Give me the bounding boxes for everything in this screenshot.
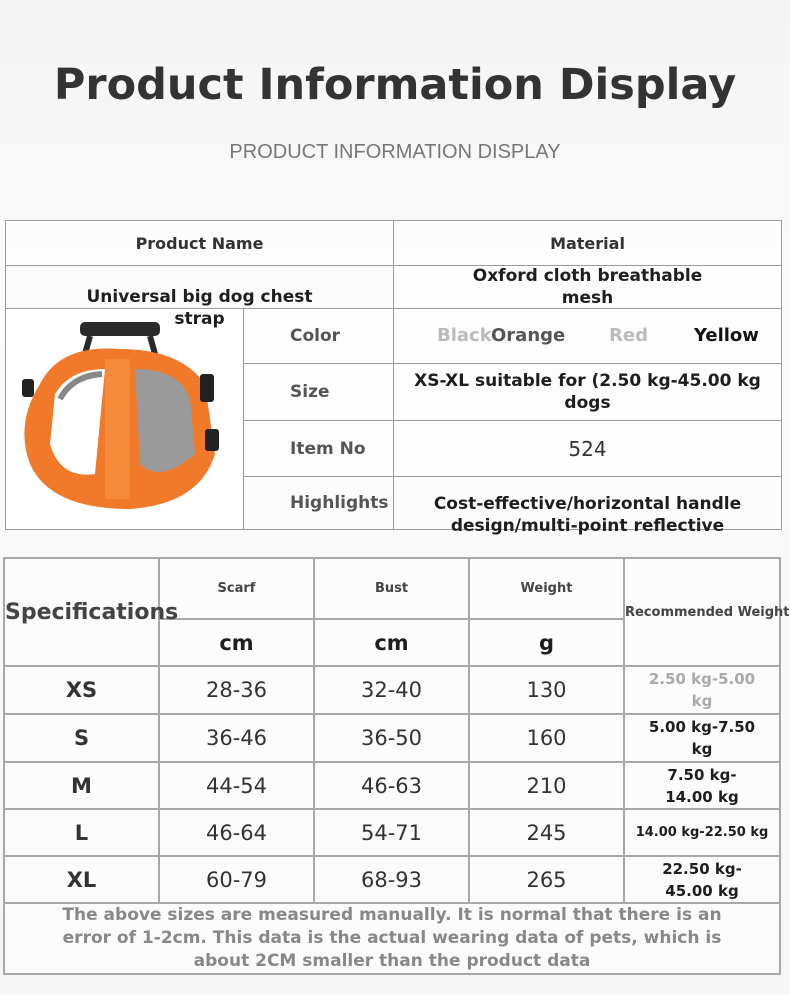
- spec-cell-weight: 245: [468, 808, 625, 857]
- spec-cell-weight: 265: [468, 855, 625, 904]
- spec-cell-bust: 46-63: [313, 761, 470, 810]
- spec-cell-size: L: [3, 808, 160, 857]
- weight-unit: g: [468, 618, 625, 667]
- spec-cell-scarf: 44-54: [158, 761, 315, 810]
- page-title: Product Information Display: [53, 60, 737, 110]
- weight-header: Weight: [468, 557, 625, 620]
- spec-cell-bust: 32-40: [313, 665, 470, 715]
- spec-cell-recommended: 22.50 kg-45.00 kg: [623, 855, 781, 904]
- size-value: XS-XL suitable for (2.50 kg-45.00 kg dog…: [393, 363, 782, 421]
- scarf-header: Scarf: [158, 557, 315, 620]
- spec-cell-scarf: 28-36: [158, 665, 315, 715]
- spec-cell-bust: 36-50: [313, 713, 470, 763]
- specifications-title: Specifications: [3, 557, 178, 667]
- color-option-black: Black: [437, 325, 492, 346]
- color-option-red: Red: [609, 325, 648, 346]
- spec-cell-size: S: [3, 713, 160, 763]
- color-value: Black Orange Red Yellow: [393, 308, 782, 364]
- bust-unit: cm: [313, 618, 470, 667]
- spec-cell-bust: 68-93: [313, 855, 470, 904]
- product-name-header: Product Name: [5, 220, 394, 266]
- scarf-unit: cm: [158, 618, 315, 667]
- item-no-value: 524: [393, 420, 782, 477]
- spec-cell-weight: 210: [468, 761, 625, 810]
- spec-cell-size: XS: [3, 665, 160, 715]
- highlights-value: Cost-effective/horizontal handle design/…: [393, 476, 782, 536]
- spec-cell-recommended: 2.50 kg-5.00 kg: [623, 665, 781, 715]
- spec-cell-recommended: 7.50 kg-14.00 kg: [623, 761, 781, 810]
- spec-cell-bust: 54-71: [313, 808, 470, 857]
- material-value: Oxford cloth breathable mesh: [393, 265, 782, 309]
- spec-cell-size: M: [3, 761, 160, 810]
- page-subtitle: PRODUCT INFORMATION DISPLAY: [229, 141, 561, 163]
- spec-cell-scarf: 60-79: [158, 855, 315, 904]
- spec-cell-weight: 160: [468, 713, 625, 763]
- spec-cell-recommended: 5.00 kg-7.50 kg: [623, 713, 781, 763]
- bust-header: Bust: [313, 557, 470, 620]
- dog-harness-image: [21, 322, 219, 509]
- color-option-orange: Orange: [491, 325, 566, 346]
- item-no-label: Item No: [243, 420, 394, 477]
- spec-cell-recommended: 14.00 kg-22.50 kg: [623, 808, 781, 857]
- highlights-label: Highlights: [243, 476, 394, 530]
- measurement-note: The above sizes are measured manually. I…: [3, 902, 781, 975]
- material-header: Material: [393, 220, 782, 266]
- spec-cell-scarf: 36-46: [158, 713, 315, 763]
- product-image: [5, 308, 244, 530]
- product-name-value: Universal big dog chest strap: [5, 265, 394, 329]
- recommended-weight-header: Recommended Weight: [623, 557, 790, 667]
- spec-cell-weight: 130: [468, 665, 625, 715]
- color-option-yellow: Yellow: [694, 325, 759, 346]
- spec-cell-scarf: 46-64: [158, 808, 315, 857]
- spec-cell-size: XL: [3, 855, 160, 904]
- size-label: Size: [243, 363, 394, 421]
